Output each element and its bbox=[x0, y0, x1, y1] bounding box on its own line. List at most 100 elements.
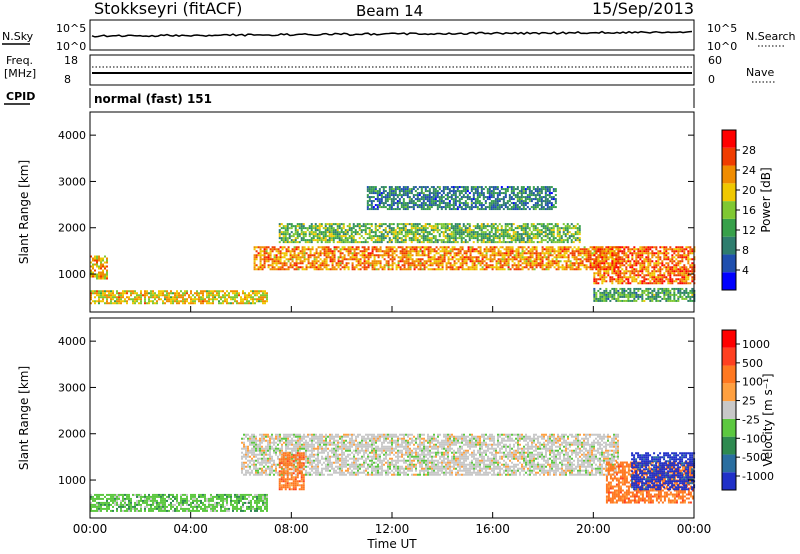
echo-cell bbox=[506, 208, 509, 211]
echo-cell bbox=[398, 202, 401, 205]
echo-cell bbox=[444, 188, 447, 191]
echo-cell bbox=[456, 206, 459, 209]
echo-cell bbox=[665, 266, 668, 269]
echo-cell bbox=[530, 231, 533, 234]
echo-cell bbox=[677, 254, 680, 257]
echo-cell bbox=[593, 287, 596, 290]
echo-cell bbox=[601, 262, 604, 265]
echo-cell bbox=[325, 264, 328, 267]
echo-cell bbox=[645, 258, 648, 261]
echo-cell bbox=[659, 276, 662, 279]
echo-cell bbox=[106, 259, 108, 262]
echo-cell bbox=[295, 258, 298, 261]
echo-cell bbox=[448, 241, 451, 244]
echo-cell bbox=[486, 237, 489, 240]
echo-cell bbox=[579, 262, 582, 265]
echo-cell bbox=[424, 237, 427, 240]
echo-cell bbox=[522, 233, 525, 236]
echo-cell bbox=[104, 290, 106, 293]
echo-cell bbox=[571, 254, 574, 257]
echo-cell bbox=[184, 290, 186, 293]
echo-cell bbox=[324, 223, 327, 226]
echo-cell bbox=[337, 266, 340, 269]
echo-cell bbox=[442, 233, 445, 236]
echo-cell bbox=[404, 208, 407, 211]
echo-cell bbox=[615, 278, 618, 281]
echo-cell bbox=[500, 235, 503, 238]
echo-cell bbox=[517, 256, 520, 259]
echo-cell bbox=[609, 295, 612, 298]
echo-cell bbox=[673, 256, 676, 259]
echo-cell bbox=[359, 254, 362, 257]
echo-cell bbox=[649, 297, 652, 300]
echo-cell bbox=[162, 290, 164, 293]
echo-cell bbox=[363, 248, 366, 251]
echo-cell bbox=[184, 300, 186, 303]
echo-cell bbox=[432, 202, 435, 205]
echo-cell bbox=[365, 254, 368, 257]
echo-cell bbox=[531, 260, 534, 263]
echo-cell bbox=[572, 235, 575, 238]
echo-cell bbox=[311, 264, 314, 267]
echo-cell bbox=[279, 246, 282, 249]
echo-cell bbox=[615, 289, 618, 292]
echo-cell bbox=[558, 237, 561, 240]
echo-cell bbox=[647, 274, 650, 277]
echo-cell bbox=[285, 254, 288, 257]
echo-cell bbox=[404, 225, 407, 228]
echo-cell bbox=[547, 254, 550, 257]
echo-cell bbox=[426, 223, 429, 226]
echo-cell bbox=[613, 258, 616, 261]
echo-cell bbox=[631, 252, 634, 255]
echo-cell bbox=[364, 225, 367, 228]
echo-cell bbox=[528, 239, 531, 242]
echo-cell bbox=[473, 250, 476, 253]
echo-cell bbox=[603, 262, 606, 265]
echo-cell bbox=[535, 258, 538, 261]
echo-cell bbox=[286, 237, 289, 240]
echo-cell bbox=[208, 298, 210, 301]
echo-cell bbox=[597, 266, 600, 269]
echo-cell bbox=[416, 206, 419, 209]
echo-cell bbox=[517, 252, 520, 255]
echo-cell bbox=[609, 262, 612, 265]
echo-cell bbox=[412, 225, 415, 228]
echo-cell bbox=[104, 294, 106, 297]
echo-cell bbox=[122, 294, 124, 297]
echo-cell bbox=[507, 246, 510, 249]
echo-cell bbox=[284, 229, 287, 232]
echo-cell bbox=[659, 282, 662, 285]
echo-cell bbox=[206, 300, 208, 303]
echo-cell bbox=[671, 272, 674, 275]
echo-cell bbox=[534, 188, 537, 191]
echo-cell bbox=[685, 274, 688, 277]
echo-cell bbox=[691, 270, 694, 273]
echo-cell bbox=[480, 227, 483, 230]
echo-cell bbox=[468, 198, 471, 201]
echo-cell bbox=[671, 268, 674, 271]
echo-cell bbox=[525, 260, 528, 263]
echo-cell bbox=[669, 280, 672, 283]
echo-cell bbox=[424, 208, 427, 211]
echo-cell bbox=[431, 268, 434, 271]
echo-cell bbox=[287, 266, 290, 269]
echo-cell bbox=[548, 200, 551, 203]
echo-cell bbox=[657, 293, 660, 296]
echo-cell bbox=[549, 252, 552, 255]
echo-cell bbox=[94, 292, 96, 295]
echo-cell bbox=[510, 208, 513, 211]
echo-cell bbox=[583, 246, 586, 249]
echo-cell bbox=[416, 198, 419, 201]
echo-cell bbox=[122, 296, 124, 299]
echo-cell bbox=[530, 194, 533, 197]
echo-cell bbox=[273, 266, 276, 269]
echo-cell bbox=[452, 235, 455, 238]
echo-cell bbox=[421, 252, 424, 255]
echo-cell bbox=[599, 266, 602, 269]
echo-cell bbox=[477, 262, 480, 265]
echo-cell bbox=[673, 266, 676, 269]
echo-cell bbox=[647, 289, 650, 292]
echo-cell bbox=[379, 254, 382, 257]
echo-cell bbox=[468, 208, 471, 211]
echo-cell bbox=[679, 256, 682, 259]
